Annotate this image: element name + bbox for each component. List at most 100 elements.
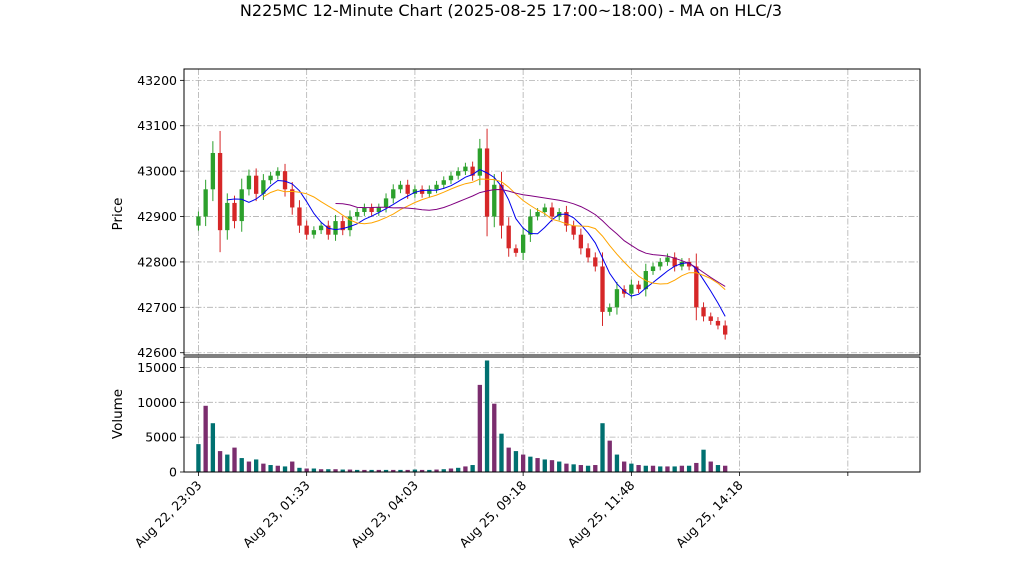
candle-body	[282, 171, 288, 190]
volume-bar	[679, 465, 685, 472]
candle-body	[405, 184, 410, 194]
candle-body	[369, 207, 374, 212]
candle-body	[290, 189, 295, 208]
volume-bar	[528, 456, 533, 472]
candle-body	[203, 189, 208, 217]
volume-tick-label: 5000	[145, 430, 177, 445]
candle-body	[398, 184, 403, 190]
volume-tick-label: 10000	[137, 395, 177, 410]
candle-body	[607, 307, 612, 312]
volume-grid	[184, 357, 920, 473]
candle-body	[347, 216, 353, 231]
volume-bar	[448, 468, 454, 472]
candle-body	[679, 261, 685, 267]
volume-bar	[318, 469, 324, 472]
candle-body	[376, 207, 381, 212]
candle-body	[535, 212, 540, 217]
moving-average-line	[263, 178, 726, 290]
volume-bar	[672, 466, 677, 472]
volume-bar	[492, 403, 497, 472]
candle-body	[520, 234, 526, 253]
candle-body	[434, 184, 439, 190]
x-axis: Aug 22, 23:03 Aug 23, 01:33 Aug 23, 04:03 A…	[132, 472, 849, 551]
volume-bar	[686, 465, 692, 472]
moving-average-line	[335, 188, 726, 287]
volume-bars	[196, 360, 728, 472]
volume-bar	[629, 463, 634, 472]
candle-body	[694, 266, 699, 308]
candle-body	[542, 207, 547, 212]
volume-bar	[506, 447, 511, 472]
volume-bar	[340, 469, 345, 472]
volume-bar	[643, 465, 648, 472]
candle-body	[593, 257, 598, 267]
time-tick-label: Aug 25, 14:18	[673, 477, 746, 550]
candle-body	[340, 221, 345, 231]
candle-body	[686, 261, 692, 267]
volume-bar	[621, 461, 627, 472]
price-tick-label: 42900	[137, 209, 177, 224]
candle-body	[217, 152, 223, 231]
price-tick-label: 43000	[137, 164, 177, 179]
volume-bar	[297, 467, 302, 472]
volume-bar	[520, 454, 526, 472]
candle-body	[383, 198, 389, 208]
volume-bar	[376, 469, 381, 472]
volume-bar	[383, 469, 389, 472]
volume-bar	[304, 468, 309, 472]
volume-bar	[261, 463, 266, 472]
candle-body	[564, 212, 569, 226]
volume-bar	[499, 433, 504, 472]
volume-bar	[253, 459, 259, 472]
volume-bar	[636, 465, 641, 472]
time-tick-label: Aug 23, 01:33	[240, 478, 313, 551]
volume-bar	[723, 465, 728, 472]
time-tick-label: Aug 22, 23:03	[132, 478, 205, 551]
candle-body	[650, 266, 656, 272]
candle-body	[513, 248, 519, 253]
candle-body	[196, 216, 201, 226]
candle-body	[477, 148, 483, 176]
candle-body	[715, 320, 721, 326]
volume-bar	[600, 423, 605, 472]
volume-bar	[268, 465, 273, 472]
volume-bar	[333, 469, 338, 472]
volume-bar	[412, 469, 418, 472]
price-axis-label: Price	[110, 198, 126, 231]
candle-body	[499, 184, 504, 226]
volume-bar	[196, 444, 201, 472]
volume-bar	[708, 461, 713, 472]
candle-body	[549, 207, 555, 217]
candle-body	[629, 284, 634, 294]
candle-body	[333, 221, 338, 235]
volume-bar	[578, 465, 584, 472]
volume-bar	[585, 465, 591, 472]
volume-bar	[355, 469, 360, 472]
candle-body	[672, 257, 677, 267]
volume-bar	[542, 459, 547, 472]
price-tick-label: 43100	[137, 118, 177, 133]
volume-bar	[694, 462, 699, 472]
candle-body	[441, 180, 446, 185]
price-tick-label: 43200	[137, 73, 177, 88]
volume-bar	[434, 469, 439, 472]
price-axis: 42600 42700 42800 42900 43000 43100 43200	[137, 73, 184, 360]
candle-body	[225, 202, 230, 231]
price-tick-label: 42800	[137, 254, 177, 269]
volume-bar	[658, 466, 663, 472]
volume-bar	[419, 469, 425, 472]
candle-body	[456, 171, 461, 176]
volume-axis-label: Volume	[110, 389, 126, 439]
volume-bar	[275, 465, 280, 472]
candle-body	[658, 261, 663, 267]
moving-average-line	[227, 169, 726, 317]
volume-bar	[311, 468, 317, 472]
price-panel-frame	[183, 68, 921, 356]
volume-bar	[427, 469, 432, 472]
candle-body	[636, 284, 641, 290]
candle-body	[246, 175, 252, 190]
price-tick-label: 42600	[137, 345, 177, 360]
candle-body	[665, 257, 670, 262]
time-tick-label: Aug 25, 09:18	[456, 477, 529, 550]
